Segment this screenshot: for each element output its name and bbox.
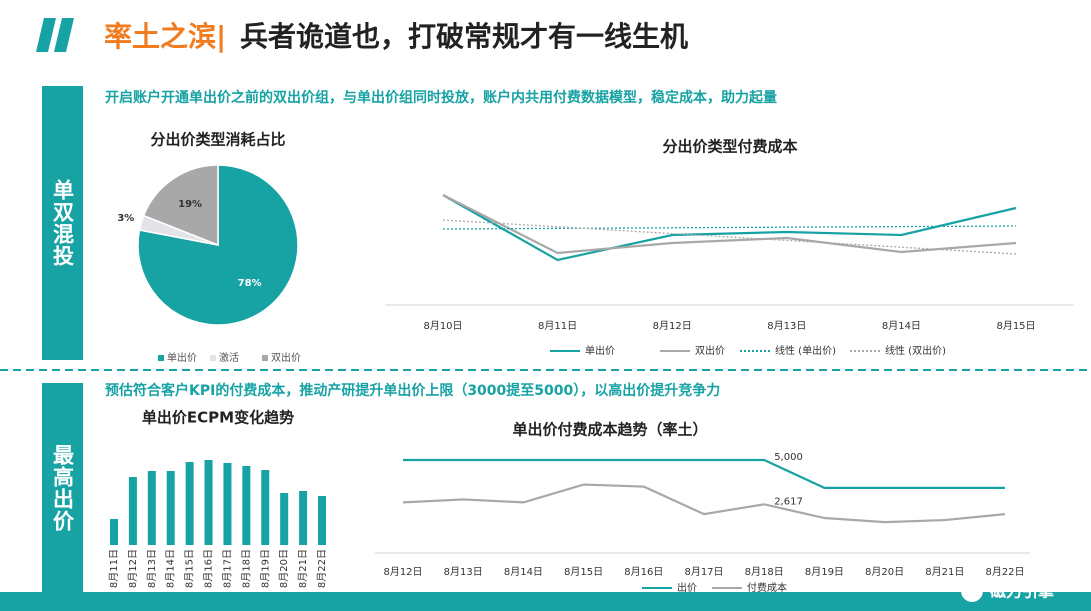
- logo-icon: [961, 580, 983, 602]
- legend-label: 线性 (单出价): [775, 344, 836, 357]
- x-tick-label: 8月14日: [504, 566, 543, 578]
- legend-swatch: [158, 355, 164, 361]
- legend-swatch: [210, 355, 216, 361]
- section-label: 单双混投: [42, 86, 83, 360]
- x-tick-label: 8月12日: [127, 549, 139, 588]
- bar: [261, 470, 270, 545]
- pie-slice: [142, 164, 219, 247]
- x-tick-label: 8月16日: [624, 566, 663, 578]
- bar: [147, 471, 156, 545]
- section-label: 最高出价: [42, 383, 83, 592]
- chart-title: 单出价ECPM变化趋势: [142, 409, 294, 427]
- x-tick-label: 8月12日: [653, 320, 692, 332]
- series-line: [403, 458, 1005, 489]
- chart-title: 分出价类型付费成本: [662, 138, 797, 156]
- x-tick-label: 8月17日: [684, 566, 723, 578]
- chart-title: 分出价类型消耗占比: [150, 131, 285, 149]
- legend-label: 激活: [219, 351, 239, 364]
- series-line: [442, 225, 1017, 230]
- x-tick-label: 8月22日: [316, 549, 328, 588]
- x-tick-label: 8月22日: [985, 566, 1024, 578]
- x-tick-label: 8月13日: [444, 566, 483, 578]
- series-line: [402, 483, 1006, 524]
- bar: [280, 493, 289, 545]
- footer-band: [0, 592, 1091, 611]
- section-subtitle: 开启账户开通单出价之前的双出价组，与单出价组同时投放，账户内共用付费数据模型，稳…: [105, 89, 777, 106]
- legend-label: 双出价: [271, 351, 301, 364]
- section-subtitle: 预估符合客户KPI的付费成本，推动产研提升单出价上限（3000提至5000），以…: [105, 382, 720, 399]
- x-tick-label: 8月18日: [745, 566, 784, 578]
- bar: [128, 477, 137, 545]
- x-tick-label: 8月15日: [996, 320, 1035, 332]
- logo-slash: [54, 18, 74, 52]
- data-label: 3%: [117, 213, 134, 224]
- section-label-text: 最高出价: [50, 443, 75, 532]
- bar: [299, 491, 308, 545]
- x-tick-label: 8月19日: [805, 566, 844, 578]
- x-tick-label: 8月20日: [278, 549, 290, 588]
- bar: [318, 496, 326, 545]
- legend-swatch: [262, 355, 268, 361]
- title: 兵者诡道也，打破常规才有一线生机: [240, 20, 688, 53]
- x-tick-label: 8月10日: [423, 320, 462, 332]
- legend-label: 出价: [677, 581, 697, 594]
- data-label: 2,617: [774, 496, 803, 507]
- legend-label: 单出价: [585, 344, 615, 357]
- x-tick-label: 8月19日: [259, 549, 271, 588]
- x-tick-label: 8月16日: [203, 549, 215, 588]
- x-tick-label: 8月12日: [383, 566, 422, 578]
- x-tick-label: 8月21日: [925, 566, 964, 578]
- bar: [223, 463, 232, 545]
- x-tick-label: 8月15日: [564, 566, 603, 578]
- bar: [204, 460, 213, 545]
- legend-label: 双出价: [695, 344, 725, 357]
- data-label: 5,000: [774, 452, 803, 463]
- data-label: 78%: [238, 278, 262, 289]
- legend-label: 线性 (双出价): [885, 344, 946, 357]
- logo-text: 磁力引擎: [990, 582, 1055, 601]
- x-tick-label: 8月17日: [221, 549, 233, 588]
- bar: [166, 471, 175, 545]
- legend-label: 单出价: [167, 351, 197, 364]
- bar: [242, 466, 251, 545]
- series-line: [442, 194, 1017, 262]
- x-tick-label: 8月11日: [538, 320, 577, 332]
- section-label-text: 单双混投: [50, 179, 75, 267]
- x-tick-label: 8月11日: [108, 549, 120, 588]
- x-tick-label: 8月21日: [297, 549, 309, 588]
- x-tick-label: 8月18日: [240, 549, 252, 588]
- series-line: [442, 194, 1017, 255]
- logo-slash: [36, 18, 56, 52]
- data-label: 19%: [178, 199, 202, 210]
- x-tick-label: 8月15日: [184, 549, 196, 588]
- bar: [110, 519, 118, 545]
- title-accent: 率土之滨|: [104, 20, 226, 53]
- x-tick-label: 8月14日: [165, 549, 177, 588]
- x-tick-label: 8月13日: [767, 320, 806, 332]
- legend-label: 付费成本: [747, 581, 787, 594]
- x-tick-label: 8月20日: [865, 566, 904, 578]
- x-tick-label: 8月13日: [146, 549, 158, 588]
- bar: [185, 462, 194, 545]
- chart-title: 单出价付费成本趋势（率土）: [512, 421, 707, 439]
- x-tick-label: 8月14日: [882, 320, 921, 332]
